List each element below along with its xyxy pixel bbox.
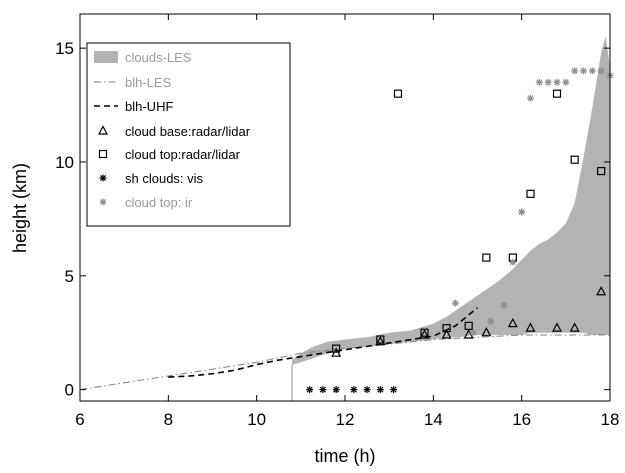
cloud-top-ir-point <box>544 78 552 86</box>
cloud-top-ir-point <box>487 317 495 325</box>
cloud-base-radar-lidar-point <box>569 322 580 332</box>
series-points-sh-clouds-vis <box>306 386 398 394</box>
cloud-top-radar-lidar-point <box>482 253 491 262</box>
sh-clouds-vis-point <box>390 386 398 394</box>
legend-item-cloud-base-radar-lidar: cloud base:radar/lidar <box>98 124 251 139</box>
series-points-cloud-base-radar-lidar <box>331 285 607 357</box>
y-axis-title: height (km) <box>10 163 30 253</box>
cloud-base-radar-lidar-point <box>507 317 518 328</box>
sh-clouds-vis-point <box>350 386 358 394</box>
legend-label: cloud top:radar/lidar <box>125 147 241 162</box>
cloud-top-ir-point <box>580 67 587 75</box>
x-tick-label: 8 <box>164 410 173 429</box>
legend-marker <box>99 198 107 206</box>
axis-ticks: 6 8 10 12 14 16 18 0 5 10 15 <box>55 14 619 429</box>
cloud-base-radar-lidar-point <box>419 329 430 339</box>
legend-item-cloud-top-radar-lidar: cloud top:radar/lidar <box>98 147 241 162</box>
cloud-top-radar-lidar-point <box>552 89 562 98</box>
cloud-top-radar-lidar-point <box>420 328 429 337</box>
x-tick-label: 10 <box>247 410 266 429</box>
cloud-top-ir-point <box>469 329 477 337</box>
legend-label: cloud base:radar/lidar <box>125 124 251 139</box>
y-tick-label: 15 <box>55 39 74 58</box>
x-axis-title: time (h) <box>314 446 375 466</box>
cloud-top-radar-lidar-point <box>597 166 606 176</box>
sh-clouds-vis-point <box>332 386 340 394</box>
series-points-cloud-top-radar-lidar <box>332 89 606 353</box>
series-line-blh-uhf <box>168 307 479 378</box>
legend-item-sh-clouds-vis: sh clouds: vis <box>99 171 204 186</box>
x-tick-label: 12 <box>336 410 355 429</box>
cloud-base-radar-lidar-point <box>525 322 536 332</box>
x-tick-label: 14 <box>424 410 443 429</box>
legend-label: cloud top: ir <box>125 195 193 210</box>
legend: clouds-LES blh-LES blh-UHF cloud base:radar… <box>86 42 291 227</box>
cloud-top-ir-point <box>597 67 605 75</box>
legend-item-clouds-les: clouds-LES <box>94 50 192 65</box>
legend-label: clouds-LES <box>125 50 192 65</box>
cloud-base-radar-lidar-point <box>596 285 607 296</box>
legend-box <box>86 42 291 227</box>
x-tick-label: 16 <box>512 410 531 429</box>
legend-label: blh-LES <box>125 75 172 90</box>
cloud-base-radar-lidar-point <box>375 336 386 346</box>
cloud-base-radar-lidar-point <box>463 329 474 339</box>
cloud-top-ir-point <box>518 208 526 216</box>
cloud-base-radar-lidar-point <box>552 322 562 332</box>
legend-marker <box>98 149 108 159</box>
cloud-top-ir-point <box>588 67 596 75</box>
series-band-clouds-les <box>292 36 610 365</box>
cloud-top-radar-lidar-point <box>393 89 403 98</box>
cloud-top-ir-point <box>562 78 570 86</box>
cloud-top-ir-point <box>571 67 579 75</box>
cloud-base-radar-lidar-point <box>481 326 492 337</box>
legend-marker <box>98 125 108 135</box>
sh-clouds-vis-point <box>363 386 371 394</box>
x-tick-label: 18 <box>601 410 620 429</box>
sh-clouds-vis-point <box>319 386 327 394</box>
cloud-top-radar-lidar-point <box>376 335 385 344</box>
y-tick-label: 5 <box>65 267 74 286</box>
cloud-top-ir-point <box>527 94 534 102</box>
cloud-top-ir-point <box>553 78 561 86</box>
cloud-base-radar-lidar-point <box>441 329 452 339</box>
x-tick-label: 6 <box>75 410 84 429</box>
cloud-top-radar-lidar-point <box>442 324 451 333</box>
legend-item-blh-uhf: blh-UHF <box>94 99 173 114</box>
legend-item-blh-les: blh-LES <box>94 75 172 90</box>
legend-marker <box>99 174 107 182</box>
cloud-top-ir-point <box>451 299 459 307</box>
cloud-top-radar-lidar-point <box>332 344 341 353</box>
y-tick-label: 10 <box>55 153 74 172</box>
sh-clouds-vis-point <box>376 386 384 394</box>
cloud-top-ir-point <box>500 301 508 309</box>
cloud-top-ir-point <box>509 258 517 266</box>
legend-swatch <box>94 51 118 63</box>
cloud-top-ir-point <box>535 78 543 86</box>
cloud-top-radar-lidar-point <box>526 189 535 198</box>
series-line-blh-les <box>79 334 610 391</box>
y-tick-label: 0 <box>65 381 74 400</box>
cloud-top-radar-lidar-point <box>464 321 473 330</box>
sh-clouds-vis-point <box>306 386 314 394</box>
legend-item-cloud-top-ir: cloud top: ir <box>99 195 193 210</box>
legend-label: blh-UHF <box>125 99 173 114</box>
cloud-top-radar-lidar-point <box>570 155 579 164</box>
legend-label: sh clouds: vis <box>125 171 204 186</box>
